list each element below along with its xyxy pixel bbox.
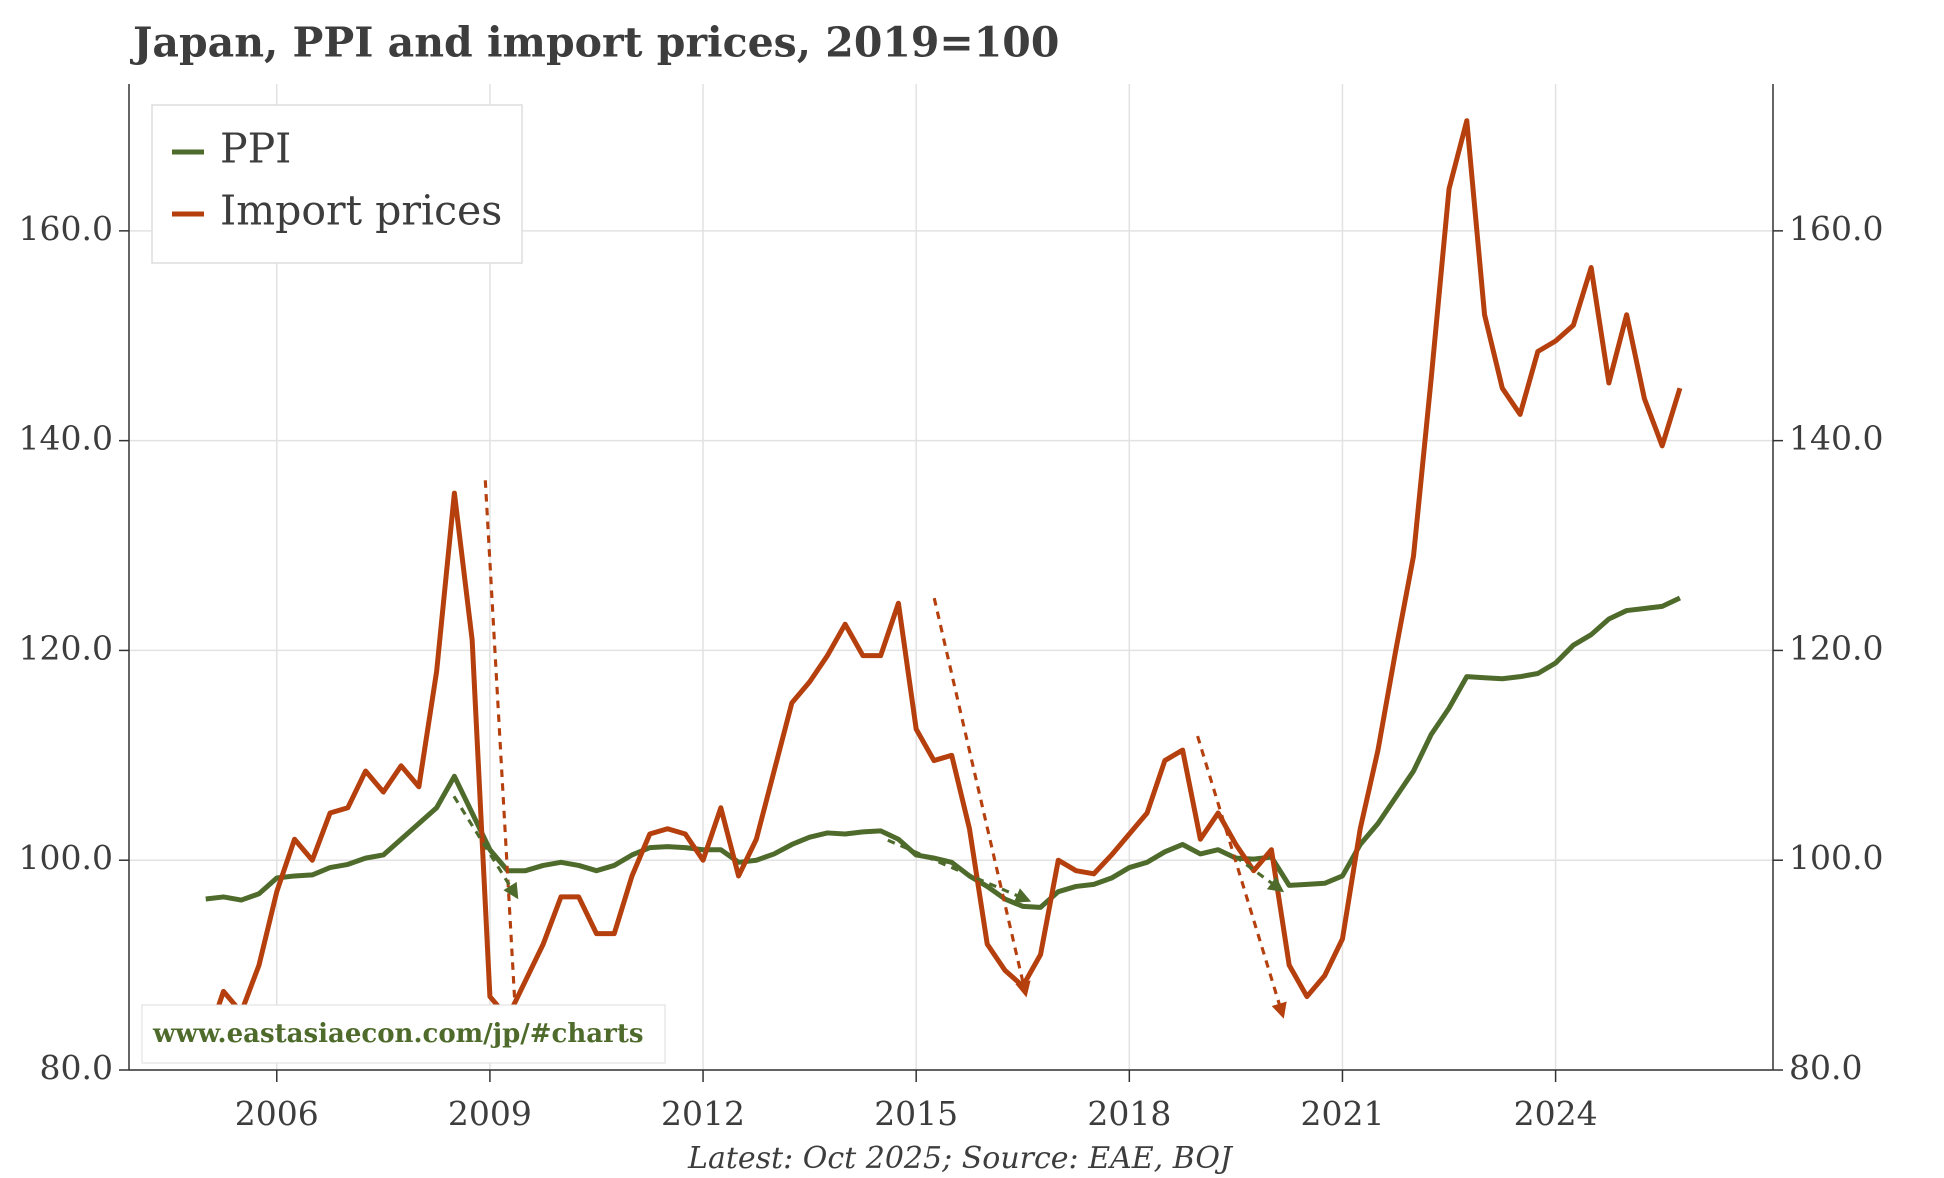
y-tick-label: 80.0 (40, 1048, 113, 1087)
arrow (887, 838, 1032, 903)
legend-box (151, 104, 523, 264)
watermark: www.eastasiaecon.com/jp/#charts (152, 1019, 643, 1049)
chart-title: Japan, PPI and import prices, 2019=100 (130, 19, 1059, 67)
x-tick-label: 2006 (235, 1094, 319, 1133)
x-tick-label: 2015 (874, 1094, 958, 1133)
y-tick-label: 100.0 (19, 838, 113, 877)
x-tick-label: 2021 (1300, 1094, 1384, 1133)
y2-tick-label: 80.0 (1789, 1048, 1862, 1087)
trend-arrows (452, 480, 1287, 1061)
line-series (203, 118, 1683, 1045)
watermark-box (141, 1004, 666, 1064)
legend-label: PPI (220, 125, 291, 173)
y-tick-label: 120.0 (19, 628, 113, 667)
x-tick-label: 2018 (1087, 1094, 1171, 1133)
legend-label: Import prices (220, 187, 502, 235)
y-tick-label: 140.0 (19, 419, 113, 458)
y2-tick-label: 120.0 (1789, 628, 1883, 667)
y-tick-label: 160.0 (19, 209, 113, 248)
line-series (205, 595, 1681, 910)
x-tick-label: 2009 (448, 1094, 532, 1133)
arrow (1234, 855, 1285, 893)
y2-tick-label: 140.0 (1789, 419, 1883, 458)
x-tick-label: 2024 (1514, 1094, 1598, 1133)
x-tick-label: 2012 (661, 1094, 745, 1133)
y2-tick-label: 100.0 (1789, 838, 1883, 877)
legend: PPI Import prices (151, 104, 523, 264)
arrow (1196, 735, 1287, 1019)
arrow (932, 597, 1031, 998)
y2-tick-label: 160.0 (1789, 209, 1883, 248)
plot-area: 80.0 80.0 100.0 100.0 120.0 120.0 140.0 140.0 16… (19, 84, 1883, 1133)
arrow (452, 795, 519, 900)
caption: Latest: Oct 2025; Source: EAE, BOJ (687, 1141, 1234, 1176)
